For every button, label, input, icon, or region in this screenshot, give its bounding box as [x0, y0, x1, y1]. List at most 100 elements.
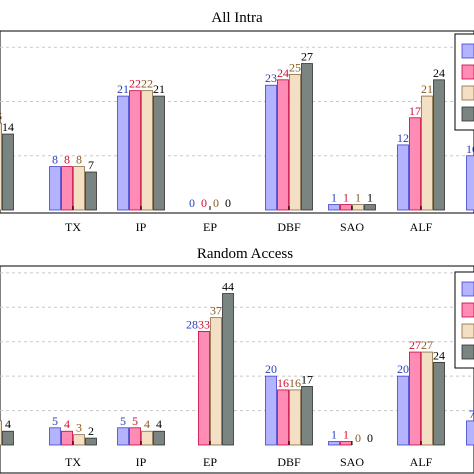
data-label: 33: [198, 317, 210, 331]
bar-ip-s1: [117, 95, 129, 211]
data-label: 8: [76, 153, 82, 167]
bar-dbf-s2: [277, 389, 289, 446]
legend-swatch: [461, 281, 474, 297]
bar-dbf-s3: [289, 73, 301, 211]
bar-dbf-s4: [301, 386, 313, 446]
data-label: 22: [129, 77, 141, 91]
bars: 745432554428333744201616171100202727247: [0, 280, 474, 446]
data-label: 21: [421, 82, 433, 96]
data-label: 24: [433, 348, 445, 362]
data-label: 44: [222, 280, 234, 294]
data-label: 3: [76, 421, 82, 435]
data-label: 14: [2, 120, 14, 134]
bar-dbf-s1: [265, 375, 277, 446]
data-label: 5: [52, 414, 58, 428]
bar-tx-s1: [49, 427, 61, 446]
data-label: 0: [225, 196, 231, 210]
legend-swatch: [461, 344, 474, 360]
data-label: 1: [367, 191, 373, 205]
data-label: 22: [141, 77, 153, 91]
bar-tx-s2: [61, 166, 73, 211]
chart-panel-random-access: Random Access 74543255442833374420161617…: [0, 246, 474, 474]
data-label: 0: [213, 196, 219, 210]
data-label: 5: [120, 414, 126, 428]
gridlines: [0, 272, 474, 412]
data-label: 10: [466, 142, 474, 156]
chart-title: All Intra: [211, 10, 263, 26]
x-tick-label: DBF: [277, 220, 301, 234]
data-label: 27: [301, 50, 313, 64]
data-label: 0: [367, 431, 373, 445]
bar-tx-s1: [49, 166, 61, 211]
bar-sao-s1: [328, 204, 340, 211]
bar-ed-s3: [0, 122, 2, 211]
data-label: 28: [186, 317, 198, 331]
x-tick-labels: DTXIPEPDBFSAOALF: [65, 441, 433, 469]
data-label: 4: [5, 417, 11, 431]
data-label: 17: [301, 372, 313, 386]
legend: [454, 33, 474, 131]
data-label: 8: [64, 153, 70, 167]
bar-tx-s4: [85, 171, 97, 211]
bar-dbf-s4: [301, 63, 313, 211]
data-label: 4: [64, 417, 70, 431]
bar-alf-s4: [433, 79, 445, 211]
bar-alf-s1: [397, 144, 409, 211]
data-label: 20: [265, 362, 277, 376]
data-label: 21: [117, 82, 129, 96]
bar-tx-s3: [73, 434, 85, 446]
bar-sao-s2: [340, 204, 352, 211]
bar-alf-s3: [421, 351, 433, 446]
x-tick-label: SAO: [340, 455, 364, 469]
x-tick-label: IP: [136, 455, 147, 469]
legend-swatch: [461, 85, 474, 101]
chart-panel-all-intra: All Intra 161488872122222100002324252711…: [0, 10, 474, 234]
bar-sao-s3: [352, 204, 364, 211]
bar-ep-s3: [210, 317, 222, 446]
data-label: 20: [397, 362, 409, 376]
bar-sao-s1: [328, 441, 340, 446]
data-label: 23: [265, 71, 277, 85]
data-label: 16: [289, 376, 301, 390]
bar-ip-s4: [153, 430, 165, 446]
gridlines: [0, 46, 474, 157]
bar-ip-s4: [153, 95, 165, 211]
bar-sao-s4: [364, 204, 376, 211]
x-tick-label: IP: [136, 220, 147, 234]
data-label: 2: [88, 424, 94, 438]
data-label: 4: [156, 417, 162, 431]
data-label: 12: [397, 131, 409, 145]
bar-ep-s4: [222, 293, 234, 446]
data-label: 0: [189, 196, 195, 210]
bar-dbf-s1: [265, 84, 277, 211]
x-tick-label: ALF: [410, 455, 433, 469]
plot-frame: [0, 30, 474, 214]
bar-sao-s2: [340, 441, 352, 446]
plot-frame: [0, 265, 474, 474]
bar-alf-s3: [421, 95, 433, 211]
data-label: 21: [153, 82, 165, 96]
data-label: 17: [409, 104, 421, 118]
data-label: 16: [277, 376, 289, 390]
bar-alf-s4: [433, 361, 445, 446]
bar-ip-s2: [129, 427, 141, 446]
bar-ccalf-s1: [466, 155, 474, 211]
legend-swatch: [461, 106, 474, 122]
x-tick-label: SAO: [340, 220, 364, 234]
bar-ip-s1: [117, 427, 129, 446]
bar-alf-s2: [409, 351, 421, 446]
data-label: 1: [343, 191, 349, 205]
x-tick-label: EP: [203, 220, 217, 234]
bars: 1614888721222221000023242527111112172124…: [0, 50, 474, 211]
data-label: 5: [132, 414, 138, 428]
x-tick-label: EP: [203, 455, 217, 469]
x-tick-label: DBF: [277, 455, 301, 469]
x-tick-label: TX: [65, 455, 81, 469]
data-label: 37: [210, 304, 222, 318]
data-label: 16: [0, 109, 2, 123]
x-tick-label: ALF: [410, 220, 433, 234]
bar-ip-s2: [129, 90, 141, 211]
bar-ip-s3: [141, 430, 153, 446]
data-label: 4: [144, 417, 150, 431]
data-label: 7: [88, 158, 94, 172]
